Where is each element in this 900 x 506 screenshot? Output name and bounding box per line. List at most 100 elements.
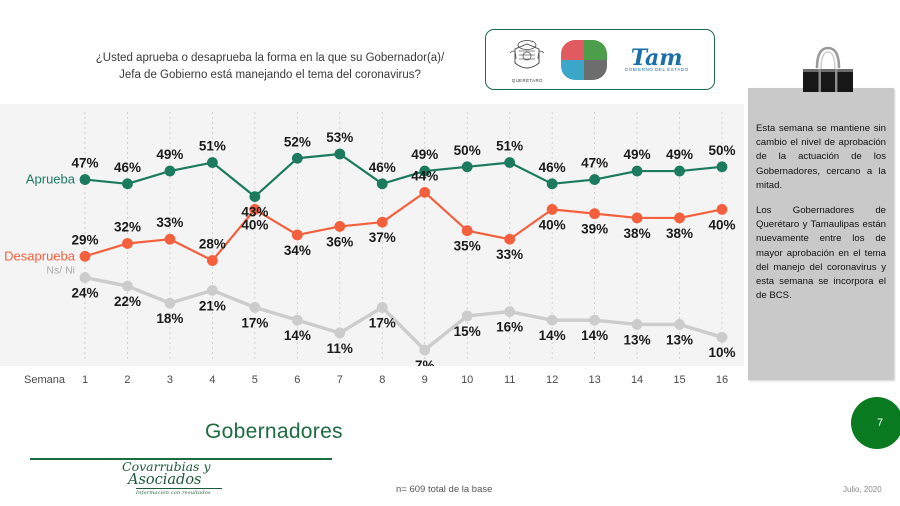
page-number-badge: 7 bbox=[851, 397, 900, 449]
chart-x-axis: Semana 1 2 3 4 5 6 7 8 9 10 11 12 13 14 15 16 bbox=[0, 372, 744, 392]
svg-text:13%: 13% bbox=[666, 332, 693, 347]
x-tick-6: 6 bbox=[294, 374, 301, 386]
question-line-2: Jefa de Gobierno está manejando el tema … bbox=[119, 69, 421, 81]
x-tick-7: 7 bbox=[336, 374, 343, 386]
svg-text:47%: 47% bbox=[581, 156, 608, 171]
bcs-quadrant-red bbox=[560, 39, 584, 60]
footer-divider bbox=[30, 458, 332, 460]
tam-subtitle: GOBIERNO DEL ESTADO bbox=[624, 67, 689, 72]
svg-text:37%: 37% bbox=[369, 230, 396, 245]
bcs-quadrant-blue bbox=[560, 59, 584, 80]
chart-series-names: Aprueba Desaprueba Ns/ Ni bbox=[4, 172, 76, 277]
x-tick-4: 4 bbox=[209, 374, 216, 386]
x-axis-title: Semana bbox=[24, 374, 65, 386]
svg-text:Aprueba: Aprueba bbox=[26, 172, 76, 187]
svg-text:49%: 49% bbox=[666, 147, 693, 162]
svg-text:15%: 15% bbox=[454, 324, 481, 339]
svg-text:49%: 49% bbox=[411, 147, 438, 162]
svg-text:Desaprueba: Desaprueba bbox=[4, 248, 76, 263]
sample-size-note: n= 609 total de la base bbox=[396, 484, 493, 495]
svg-text:17%: 17% bbox=[369, 315, 396, 330]
x-tick-11: 11 bbox=[503, 374, 516, 386]
svg-text:46%: 46% bbox=[539, 160, 566, 175]
svg-text:50%: 50% bbox=[454, 143, 481, 158]
binder-clip-icon bbox=[797, 40, 859, 92]
queretaro-crest-icon: QUERÉTARO bbox=[506, 37, 548, 83]
svg-text:10%: 10% bbox=[708, 345, 735, 360]
svg-text:14%: 14% bbox=[581, 328, 608, 343]
svg-text:40%: 40% bbox=[708, 217, 735, 232]
svg-text:35%: 35% bbox=[454, 239, 481, 254]
tamaulipas-logo-icon: Tam GOBIERNO DEL ESTADO bbox=[620, 40, 694, 80]
svg-text:17%: 17% bbox=[241, 315, 268, 330]
x-tick-10: 10 bbox=[461, 374, 474, 386]
insight-note-text: Esta semana se mantiene sin cambio el ni… bbox=[756, 122, 886, 314]
svg-text:53%: 53% bbox=[326, 130, 353, 145]
chart-series-points bbox=[79, 148, 728, 356]
svg-text:36%: 36% bbox=[326, 234, 353, 249]
svg-text:34%: 34% bbox=[284, 243, 311, 258]
svg-text:39%: 39% bbox=[581, 222, 608, 237]
svg-text:16%: 16% bbox=[496, 320, 523, 335]
svg-text:Ns/ Ni: Ns/ Ni bbox=[46, 265, 75, 277]
x-tick-1: 1 bbox=[81, 374, 89, 386]
logo-strip: QUERÉTARO Tam GOBIERNO DEL ESTADO bbox=[485, 29, 715, 90]
svg-text:13%: 13% bbox=[624, 332, 651, 347]
svg-text:33%: 33% bbox=[156, 215, 183, 230]
x-tick-2: 2 bbox=[124, 374, 131, 386]
svg-text:43%: 43% bbox=[241, 205, 268, 220]
x-tick-9: 9 bbox=[421, 374, 428, 386]
svg-text:46%: 46% bbox=[114, 160, 141, 175]
svg-text:21%: 21% bbox=[199, 298, 226, 313]
survey-question: ¿Usted aprueba o desaprueba la forma en … bbox=[70, 50, 470, 84]
svg-text:11%: 11% bbox=[327, 341, 353, 356]
section-title: Gobernadores bbox=[205, 420, 343, 443]
x-tick-12: 12 bbox=[546, 374, 559, 386]
insight-note-card bbox=[748, 88, 894, 380]
insight-paragraph-1: Esta semana se mantiene sin cambio el ni… bbox=[756, 123, 886, 191]
bcs-logo-icon bbox=[560, 39, 607, 80]
brand-line-1: Covarrubias y bbox=[122, 459, 211, 474]
svg-text:28%: 28% bbox=[199, 237, 226, 252]
svg-text:33%: 33% bbox=[496, 247, 523, 262]
svg-text:49%: 49% bbox=[624, 147, 651, 162]
svg-text:38%: 38% bbox=[666, 226, 693, 241]
bcs-quadrant-gray bbox=[583, 59, 607, 80]
insight-paragraph-2: Los Gobernadores de Querétaro y Tamaulip… bbox=[756, 205, 886, 302]
svg-text:29%: 29% bbox=[71, 232, 98, 247]
x-tick-14: 14 bbox=[630, 374, 644, 386]
brand-tagline: Información con resultados bbox=[136, 488, 222, 496]
brand-line-2: Asociados bbox=[128, 472, 202, 488]
svg-text:14%: 14% bbox=[284, 328, 311, 343]
svg-text:47%: 47% bbox=[71, 156, 98, 171]
x-tick-5: 5 bbox=[251, 374, 258, 386]
svg-text:32%: 32% bbox=[114, 219, 141, 234]
line-chart: 47% 46% 49% 51% 43% 52% 53% 46% 49% 50% 51% 46% 47% 4… bbox=[0, 104, 744, 366]
svg-text:44%: 44% bbox=[411, 168, 438, 183]
svg-text:51%: 51% bbox=[199, 139, 226, 154]
svg-text:7%: 7% bbox=[415, 358, 435, 366]
svg-text:51%: 51% bbox=[496, 139, 523, 154]
svg-text:22%: 22% bbox=[114, 294, 141, 309]
x-tick-8: 8 bbox=[379, 374, 386, 386]
x-tick-13: 13 bbox=[588, 374, 601, 386]
x-tick-15: 15 bbox=[673, 374, 686, 386]
x-tick-3: 3 bbox=[166, 374, 173, 386]
bcs-quadrant-green bbox=[583, 39, 607, 60]
svg-text:18%: 18% bbox=[156, 311, 183, 326]
svg-text:49%: 49% bbox=[156, 147, 183, 162]
x-tick-16: 16 bbox=[715, 374, 729, 386]
queretaro-label: QUERÉTARO bbox=[511, 77, 543, 83]
tam-wordmark: Tam bbox=[630, 45, 683, 71]
chart-canvas: 47% 46% 49% 51% 43% 52% 53% 46% 49% 50% 51% 46% 47% 4… bbox=[4, 112, 736, 366]
svg-text:50%: 50% bbox=[708, 143, 735, 158]
chart-value-labels: 47% 46% 49% 51% 43% 52% 53% 46% 49% 50% 51% 46% 47% 4… bbox=[71, 130, 735, 366]
svg-text:24%: 24% bbox=[71, 286, 98, 301]
svg-text:40%: 40% bbox=[241, 217, 268, 232]
svg-text:40%: 40% bbox=[539, 217, 566, 232]
svg-text:46%: 46% bbox=[369, 160, 396, 175]
question-line-1: ¿Usted aprueba o desaprueba la forma en … bbox=[95, 52, 445, 64]
svg-text:14%: 14% bbox=[539, 328, 566, 343]
svg-text:52%: 52% bbox=[284, 134, 311, 149]
